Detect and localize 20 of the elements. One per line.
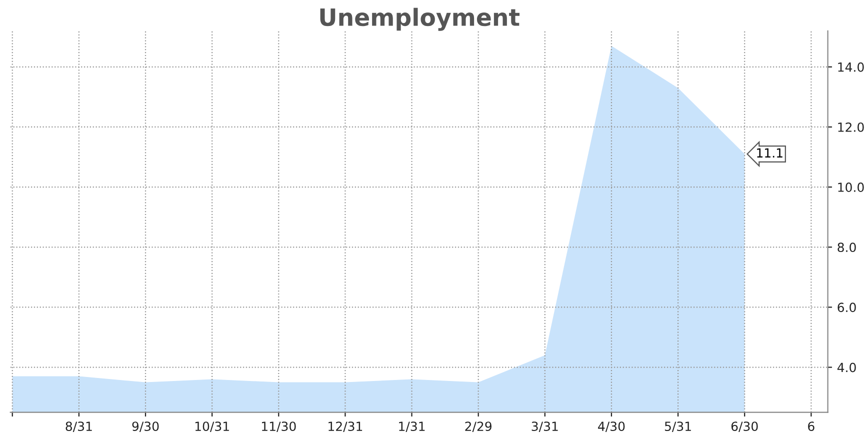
x-tick-label: 9/30 [132, 422, 159, 432]
y-tick-label: 4.0 [837, 362, 856, 372]
chart-title: Unemployment [320, 8, 520, 31]
x-tick-label: 11/30 [262, 422, 296, 432]
data-label: 11.1 [757, 148, 782, 158]
y-tick-label: 12.0 [838, 122, 864, 132]
x-tick-label: 10/31 [195, 422, 229, 432]
x-tick-label: 5/31 [664, 422, 691, 432]
x-tick-label: 2/29 [465, 422, 492, 432]
x-tick-label: 4/30 [598, 422, 625, 432]
x-tick-label: 1/31 [399, 422, 425, 432]
x-tick-label: 8/31 [66, 422, 92, 432]
x-tick-label: 12/31 [328, 422, 362, 432]
y-tick-label: 14.0 [838, 62, 864, 72]
y-tick-label: 8.0 [838, 242, 856, 252]
y-tick-label: 10.0 [838, 182, 864, 192]
x-tick-label: 6 [808, 422, 814, 432]
x-tick-label: 6/30 [731, 422, 758, 432]
x-tick-label: 3/31 [532, 422, 558, 432]
y-tick-label: 6.0 [838, 302, 856, 312]
